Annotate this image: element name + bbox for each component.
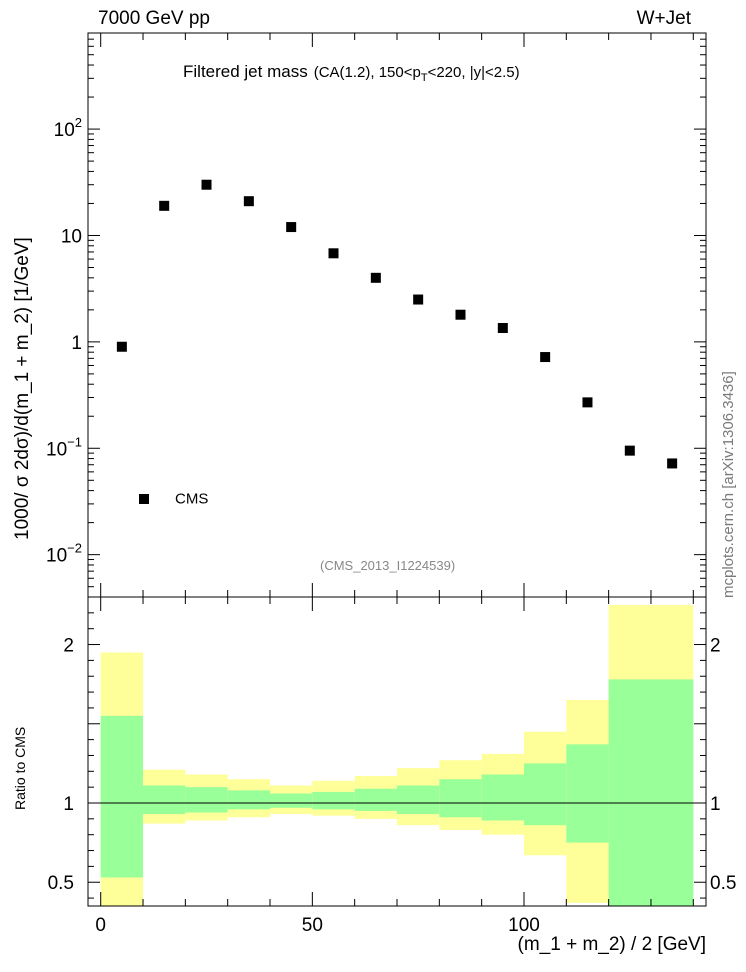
ratio-inner-band-bin-10: [523, 763, 567, 826]
x-axis-label: (m_1 + m_2) / 2 [GeV]: [517, 934, 707, 955]
source-note: mcplots.cern.ch [arXiv:1306.3436]: [720, 371, 737, 598]
ratio-inner-band-bin-5: [312, 791, 355, 810]
analysis-reference-tag: (CMS_2013_I1224539): [320, 558, 456, 573]
axis-ticks: [88, 32, 706, 906]
ratio-y-tick-label-left-1: 1: [63, 794, 74, 815]
cut-subscript: T: [420, 72, 428, 84]
data-point-7: [413, 294, 424, 305]
data-point-6: [370, 272, 381, 283]
data-point-3: [243, 196, 254, 207]
cut-prefix: (CA(1.2), 150<p: [313, 64, 421, 81]
main-y-tick-label-2: 1: [71, 333, 82, 354]
ratio-bands: [100, 604, 694, 906]
axis-tick-labels: 10−2 10−1 1 10 102 0.5 0.5 1 1 2 2 0 50 100: [46, 115, 736, 936]
data-point-11: [582, 397, 593, 408]
ratio-y-axis-label: Ratio to CMS: [12, 726, 28, 810]
data-point-4: [286, 222, 297, 233]
main-y-axis-label: 1000/ σ 2dσ)/d(m_1 + m_2) [1/GeV]: [12, 237, 33, 540]
x-tick-label-1: 50: [302, 915, 323, 936]
data-point-0: [116, 341, 127, 352]
process-label: W+Jet: [636, 8, 691, 29]
ratio-y-tick-label-right-1: 1: [710, 794, 721, 815]
main-plot-frame: [87, 32, 707, 598]
data-point-5: [328, 248, 339, 259]
main-y-tick-label-3: 10: [61, 226, 82, 247]
main-markers: [116, 179, 678, 469]
main-y-tick-label-1: 10−1: [46, 434, 82, 460]
ratio-inner-band-bin-8: [439, 779, 482, 818]
beam-energy-label: 7000 GeV pp: [98, 8, 210, 29]
ratio-y-tick-label-left-2: 2: [63, 636, 74, 657]
ratio-inner-band-bin-6: [354, 788, 397, 811]
main-y-tick-label-0: 10−2: [46, 541, 82, 567]
x-tick-label-2: 100: [508, 915, 540, 936]
data-point-1: [159, 200, 170, 211]
legend: CMS: [139, 490, 208, 508]
ratio-y-tick-label-left-0: 0.5: [48, 873, 74, 894]
data-point-8: [455, 309, 466, 320]
ratio-inner-band-bin-4: [270, 793, 313, 808]
data-point-12: [624, 445, 635, 456]
ratio-inner-band-bin-1: [143, 785, 186, 815]
data-point-13: [667, 458, 678, 469]
ratio-inner-band-bin-11: [566, 744, 609, 843]
ratio-inner-band-bin-7: [397, 785, 440, 815]
ratio-inner-band-bin-3: [227, 790, 271, 810]
data-point-9: [497, 323, 508, 334]
x-tick-label-0: 0: [95, 915, 106, 936]
plot-title-cuts: (CA(1.2), 150<pT<220, |y|<2.5): [313, 64, 520, 84]
ratio-y-tick-label-right-0: 0.5: [710, 873, 736, 894]
ratio-inner-band-bin-12: [608, 679, 694, 906]
cut-suffix: <220, |y|<2.5): [427, 64, 520, 81]
data-point-2: [201, 179, 212, 190]
ratio-inner-band-bin-9: [481, 774, 524, 821]
legend-label-cms: CMS: [175, 490, 209, 508]
data-point-10: [540, 352, 551, 363]
legend-marker-cms: [139, 494, 149, 505]
ratio-inner-band-bin-0: [100, 715, 144, 878]
plot-title: Filtered jet mass (CA(1.2), 150<pT<220, |…: [183, 62, 520, 84]
ratio-y-tick-label-right-2: 2: [710, 636, 721, 657]
main-y-tick-label-4: 102: [54, 115, 82, 141]
ratio-inner-band-bin-2: [185, 787, 228, 813]
plot-title-main: Filtered jet mass: [183, 62, 308, 81]
